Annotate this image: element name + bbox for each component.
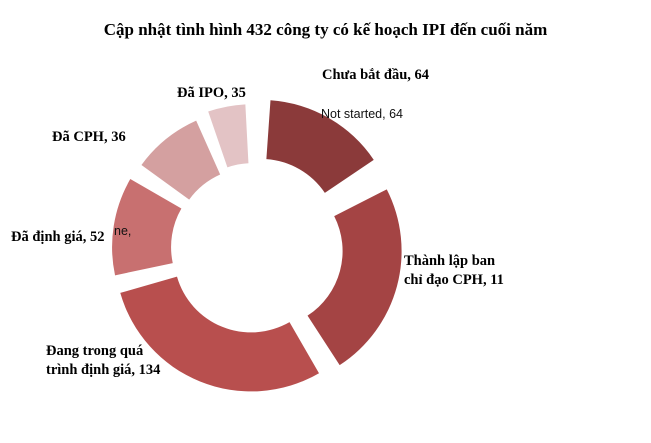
label-steering-line2: chỉ đạo CPH, 11: [404, 272, 504, 288]
segment-ipo: [208, 104, 249, 168]
chart-title: Cập nhật tình hình 432 công ty có kế hoạ…: [103, 20, 548, 39]
label-not-started-en: Not started, 64: [321, 107, 403, 121]
label-valued-overlap: ne,: [114, 224, 132, 238]
segment-not-started: [266, 100, 374, 193]
segment-valued: [112, 179, 182, 276]
label-equitized: Đã CPH, 36: [52, 129, 126, 145]
segment-valuing: [120, 276, 320, 392]
label-valued: Đã định giá, 52: [11, 229, 105, 245]
label-ipo: Đã IPO, 35: [177, 85, 246, 101]
label-valuing-line2: trình định giá, 134: [46, 362, 161, 378]
segment-steering: [307, 189, 402, 366]
segment-equitized: [141, 120, 221, 200]
label-steering-line1: Thành lập ban: [404, 253, 496, 269]
label-not-started: Chưa bắt đầu, 64: [322, 67, 430, 83]
label-valuing-line1: Đang trong quá: [46, 343, 144, 359]
